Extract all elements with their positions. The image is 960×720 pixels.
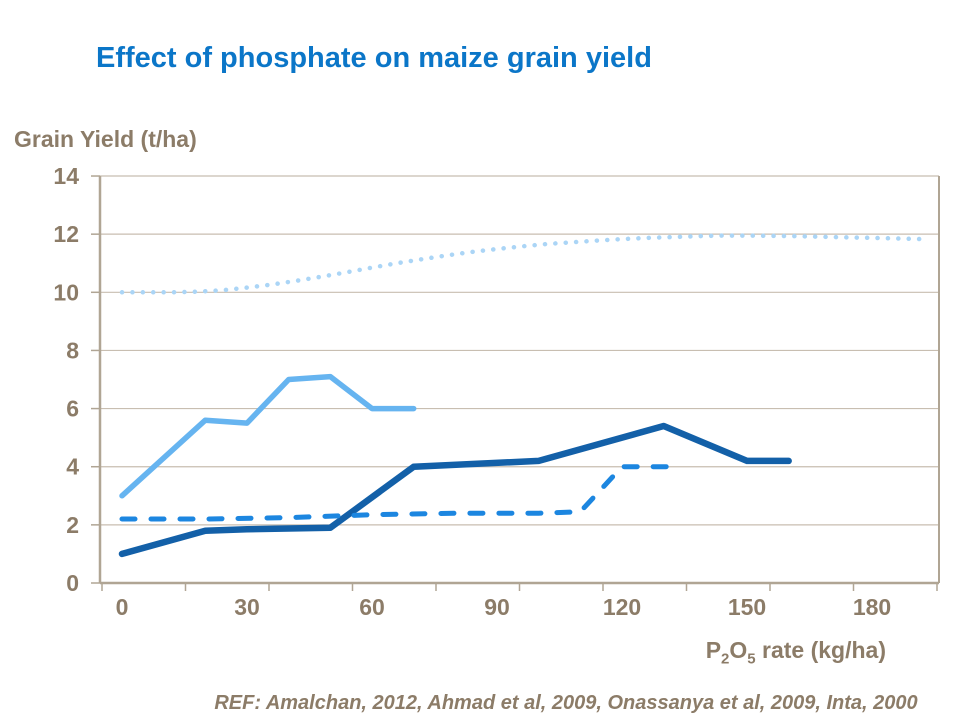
- x-tick-label: 180: [853, 594, 891, 620]
- y-tick-label: 14: [53, 163, 79, 189]
- x-axis-title-subscript-5: 5: [747, 650, 756, 668]
- chart-title: Effect of phosphate on maize grain yield: [96, 42, 652, 74]
- y-tick-label: 0: [66, 570, 79, 596]
- dotted-pale-blue-curve: [119, 233, 925, 295]
- x-tick-label: 150: [728, 594, 766, 620]
- y-tick-label: 8: [66, 337, 79, 363]
- ref-label: REF:: [214, 692, 262, 714]
- x-axis-title: P2O5 rate (kg/ha): [706, 637, 886, 668]
- y-tick-label: 4: [66, 454, 79, 480]
- x-axis-title-text: P: [705, 637, 722, 663]
- y-axis-title: Grain Yield (t/ha): [14, 126, 197, 152]
- x-tick-label: 60: [359, 594, 385, 620]
- reference-citation: REF: Amalchan, 2012, Ahmad et al, 2009, …: [176, 692, 956, 715]
- solid-light-blue-line: [119, 373, 417, 499]
- x-tick-label: 90: [484, 594, 510, 620]
- x-tick-label: 0: [116, 594, 129, 620]
- y-tick-label: 12: [53, 221, 79, 247]
- x-axis-title-subscript-2: 2: [721, 650, 730, 668]
- x-tick-label: 30: [234, 594, 260, 620]
- x-axis-title-text: rate (kg/ha): [755, 637, 886, 663]
- y-tick-label: 6: [66, 396, 79, 422]
- x-tick-label: 120: [603, 594, 641, 620]
- solid-dark-blue-line: [118, 422, 792, 558]
- x-axis-title-text: O: [729, 637, 748, 663]
- y-tick-label: 10: [53, 279, 79, 305]
- y-tick-label: 2: [66, 512, 79, 538]
- ref-text: Amalchan, 2012, Ahmad et al, 2009, Onass…: [261, 692, 918, 714]
- dashed-blue-line: [119, 464, 671, 522]
